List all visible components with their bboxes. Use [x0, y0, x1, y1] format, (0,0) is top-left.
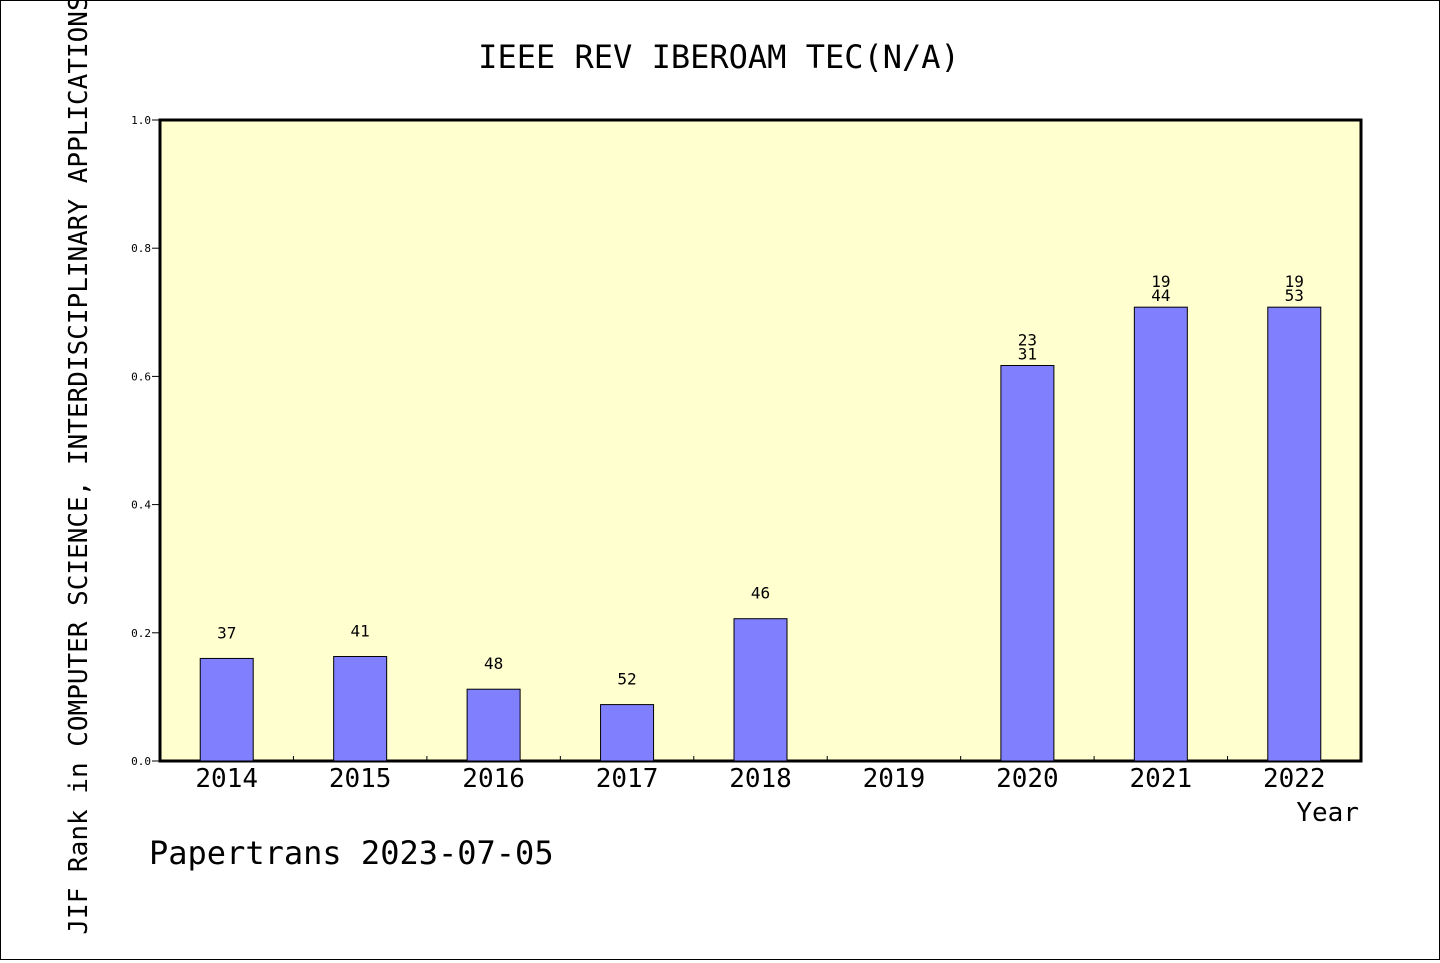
bar [199, 657, 254, 762]
bar-data-label: 41 [351, 622, 370, 641]
x-tick-label: 2020 [996, 764, 1059, 794]
bar-data-label: 46 [751, 584, 770, 603]
bar-data-label: 44 [1151, 286, 1170, 305]
bar-data-label: 37 [217, 623, 236, 642]
x-tick-label: 2021 [1130, 764, 1193, 794]
y-tick-label: 0.2 [131, 627, 151, 640]
bar [600, 704, 655, 762]
x-tick-label: 2015 [329, 764, 392, 794]
x-axis-ticks [292, 756, 1229, 761]
y-tick-label: 0.4 [131, 499, 151, 512]
y-tick-label: 0.8 [131, 242, 151, 255]
x-tick-labels-group: 2014 2015 2016 2017 2018 2019 2020 2021 2022 [195, 764, 1325, 794]
x-tick-label: 2018 [729, 764, 792, 794]
bar-data-label: 23 [1018, 331, 1037, 350]
bar-data-label: 52 [617, 670, 636, 689]
x-tick-label: 2019 [863, 764, 926, 794]
bar [733, 618, 788, 762]
bar-data-label: 19 [1285, 272, 1304, 291]
bar [333, 656, 388, 762]
bar [1267, 306, 1322, 762]
bar-data-label: 19 [1151, 272, 1170, 291]
y-tick-label: 0.0 [131, 755, 151, 768]
credit-text: Papertrans 2023-07-05 [149, 834, 554, 872]
bar [1133, 306, 1188, 762]
y-tick-label: 0.6 [131, 370, 151, 383]
x-axis-label: Year [1296, 798, 1359, 828]
x-tick-label: 2017 [596, 764, 659, 794]
x-tick-label: 2016 [462, 764, 525, 794]
chart-title: IEEE REV IBEROAM TEC(N/A) [478, 38, 960, 76]
x-tick-label: 2014 [195, 764, 258, 794]
bars-group [199, 306, 1322, 762]
x-tick-label: 2022 [1263, 764, 1326, 794]
y-axis-label: JIF Rank in COMPUTER SCIENCE, INTERDISCI… [64, 1, 94, 935]
bar-data-label: 48 [484, 654, 503, 673]
y-tick-label: 1.0 [131, 114, 151, 127]
bar-data-label: 31 [1018, 345, 1037, 364]
bar-data-label: 53 [1285, 286, 1304, 305]
bar [466, 688, 521, 762]
y-axis-ticks: 0.0 0.2 0.4 0.6 0.8 1.0 [131, 114, 160, 768]
bar [1000, 365, 1055, 762]
